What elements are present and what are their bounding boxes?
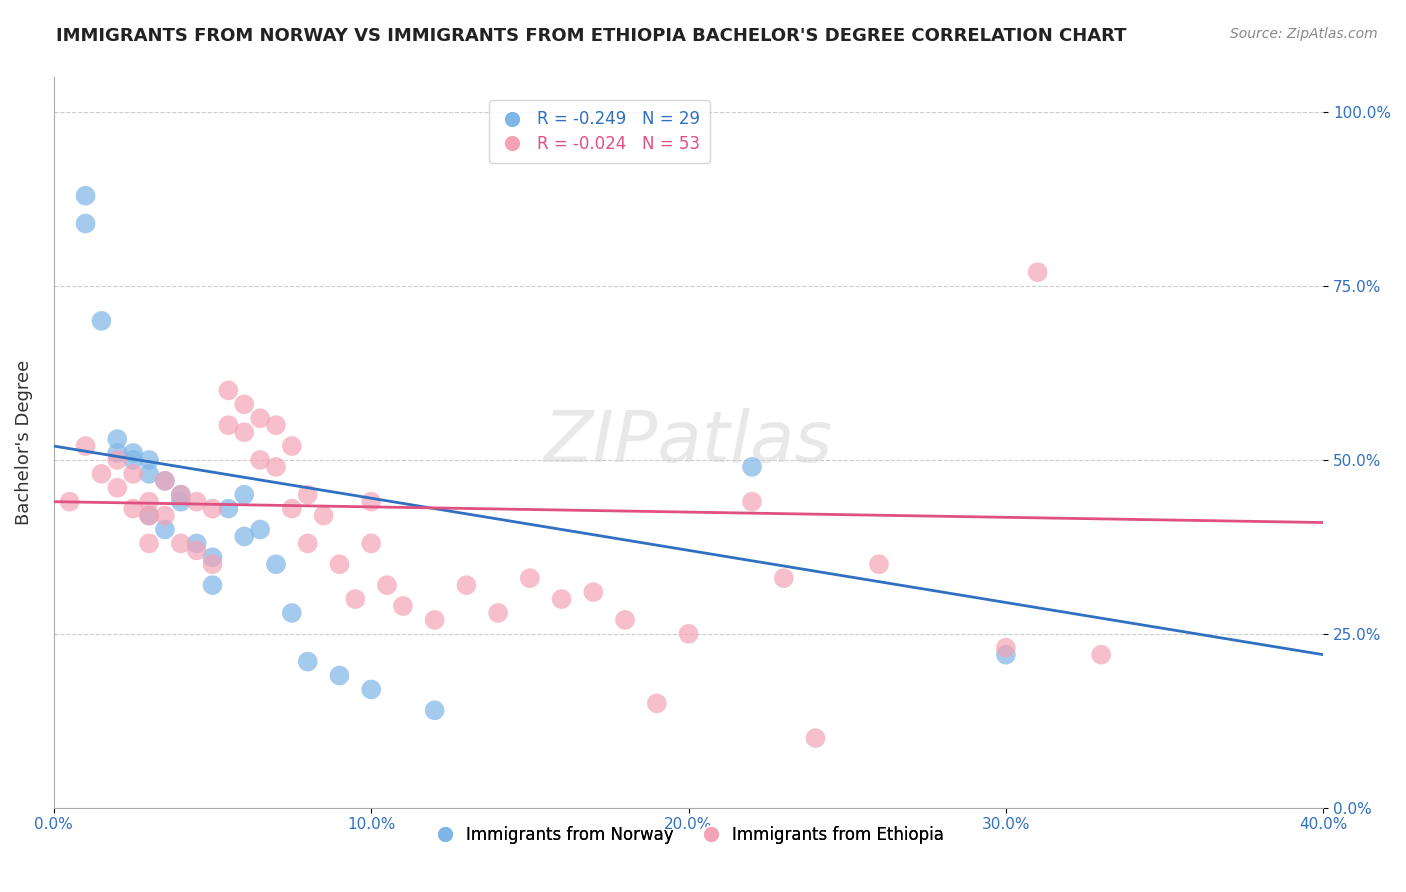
Point	[297, 488, 319, 502]
Point	[297, 536, 319, 550]
Point	[994, 640, 1017, 655]
Point	[456, 578, 478, 592]
Point	[170, 488, 193, 502]
Point	[153, 508, 176, 523]
Text: Source: ZipAtlas.com: Source: ZipAtlas.com	[1230, 27, 1378, 41]
Point	[550, 592, 572, 607]
Point	[105, 481, 128, 495]
Point	[741, 459, 763, 474]
Point	[360, 494, 382, 508]
Point	[170, 494, 193, 508]
Point	[138, 467, 160, 481]
Point	[90, 467, 112, 481]
Point	[201, 558, 224, 572]
Point	[122, 501, 145, 516]
Point	[264, 558, 287, 572]
Point	[186, 494, 208, 508]
Point	[233, 488, 256, 502]
Point	[75, 217, 97, 231]
Point	[423, 703, 446, 717]
Point	[281, 501, 304, 516]
Point	[153, 474, 176, 488]
Point	[75, 188, 97, 202]
Point	[582, 585, 605, 599]
Point	[170, 536, 193, 550]
Point	[105, 453, 128, 467]
Point	[281, 606, 304, 620]
Point	[1090, 648, 1112, 662]
Point	[138, 508, 160, 523]
Point	[105, 432, 128, 446]
Point	[170, 488, 193, 502]
Point	[297, 655, 319, 669]
Point	[249, 453, 271, 467]
Point	[138, 453, 160, 467]
Point	[249, 411, 271, 425]
Point	[186, 543, 208, 558]
Point	[122, 446, 145, 460]
Text: IMMIGRANTS FROM NORWAY VS IMMIGRANTS FROM ETHIOPIA BACHELOR'S DEGREE CORRELATION: IMMIGRANTS FROM NORWAY VS IMMIGRANTS FRO…	[56, 27, 1126, 45]
Point	[1026, 265, 1049, 279]
Point	[360, 536, 382, 550]
Point	[519, 571, 541, 585]
Point	[375, 578, 398, 592]
Point	[90, 314, 112, 328]
Point	[804, 731, 827, 746]
Text: ZIPatlas: ZIPatlas	[544, 408, 834, 477]
Point	[281, 439, 304, 453]
Point	[312, 508, 335, 523]
Point	[645, 697, 668, 711]
Legend: Immigrants from Norway, Immigrants from Ethiopia: Immigrants from Norway, Immigrants from …	[426, 819, 950, 850]
Point	[201, 501, 224, 516]
Point	[772, 571, 794, 585]
Point	[138, 508, 160, 523]
Point	[344, 592, 367, 607]
Point	[233, 529, 256, 543]
Point	[153, 474, 176, 488]
Point	[59, 494, 82, 508]
Point	[138, 536, 160, 550]
Point	[868, 558, 890, 572]
Point	[138, 494, 160, 508]
Point	[201, 578, 224, 592]
Point	[249, 523, 271, 537]
Point	[153, 523, 176, 537]
Point	[360, 682, 382, 697]
Point	[741, 494, 763, 508]
Point	[201, 550, 224, 565]
Point	[264, 418, 287, 433]
Y-axis label: Bachelor's Degree: Bachelor's Degree	[15, 360, 32, 525]
Point	[994, 648, 1017, 662]
Point	[264, 459, 287, 474]
Point	[217, 384, 239, 398]
Point	[233, 397, 256, 411]
Point	[486, 606, 509, 620]
Point	[217, 418, 239, 433]
Point	[122, 453, 145, 467]
Point	[328, 558, 350, 572]
Point	[423, 613, 446, 627]
Point	[217, 501, 239, 516]
Point	[186, 536, 208, 550]
Point	[392, 599, 415, 613]
Point	[122, 467, 145, 481]
Point	[233, 425, 256, 439]
Point	[614, 613, 637, 627]
Point	[328, 668, 350, 682]
Point	[678, 627, 700, 641]
Point	[105, 446, 128, 460]
Point	[75, 439, 97, 453]
